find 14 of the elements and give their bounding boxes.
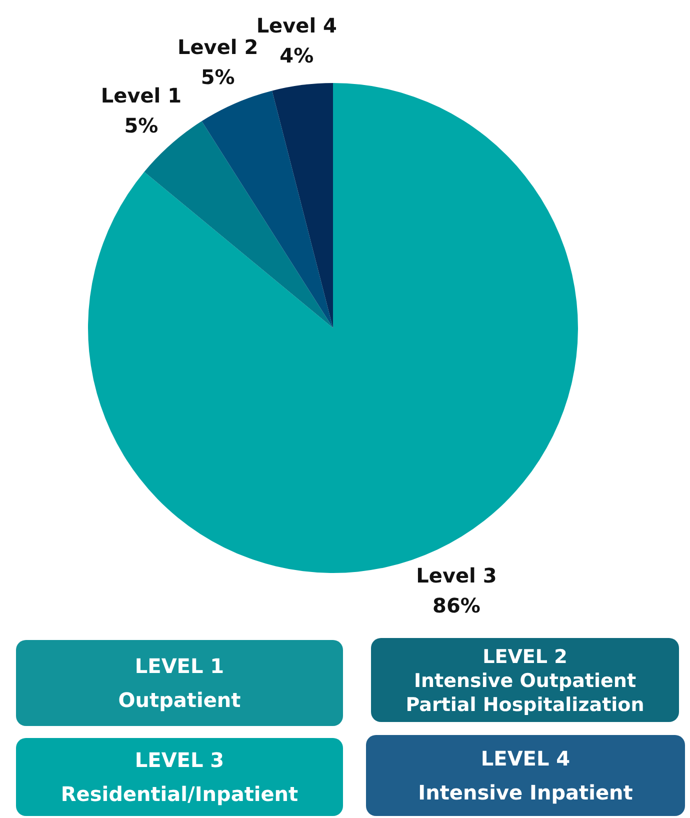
- slice-label: Level 2: [178, 34, 258, 59]
- text: LEVEL 4 Intensive Inpatient: [418, 746, 634, 804]
- slice-label: Level 4: [256, 13, 337, 38]
- slice-label: Level 1: [100, 83, 182, 108]
- text: LEVEL 3 Residential/Inpatient: [60, 748, 299, 806]
- data-label: 5%: [124, 113, 158, 138]
- data-label: 5%: [200, 64, 235, 89]
- pie-slice: [272, 83, 333, 328]
- text: LEVEL 1 Outpatient: [118, 654, 242, 712]
- data-label: 86%: [432, 593, 480, 618]
- text: LEVEL 2 Intensive Outpatient Partial Hospitalization: [406, 646, 644, 716]
- data-label: 4%: [280, 43, 314, 68]
- slice-label: Level 3: [416, 563, 497, 588]
- pie-slice: [202, 90, 333, 328]
